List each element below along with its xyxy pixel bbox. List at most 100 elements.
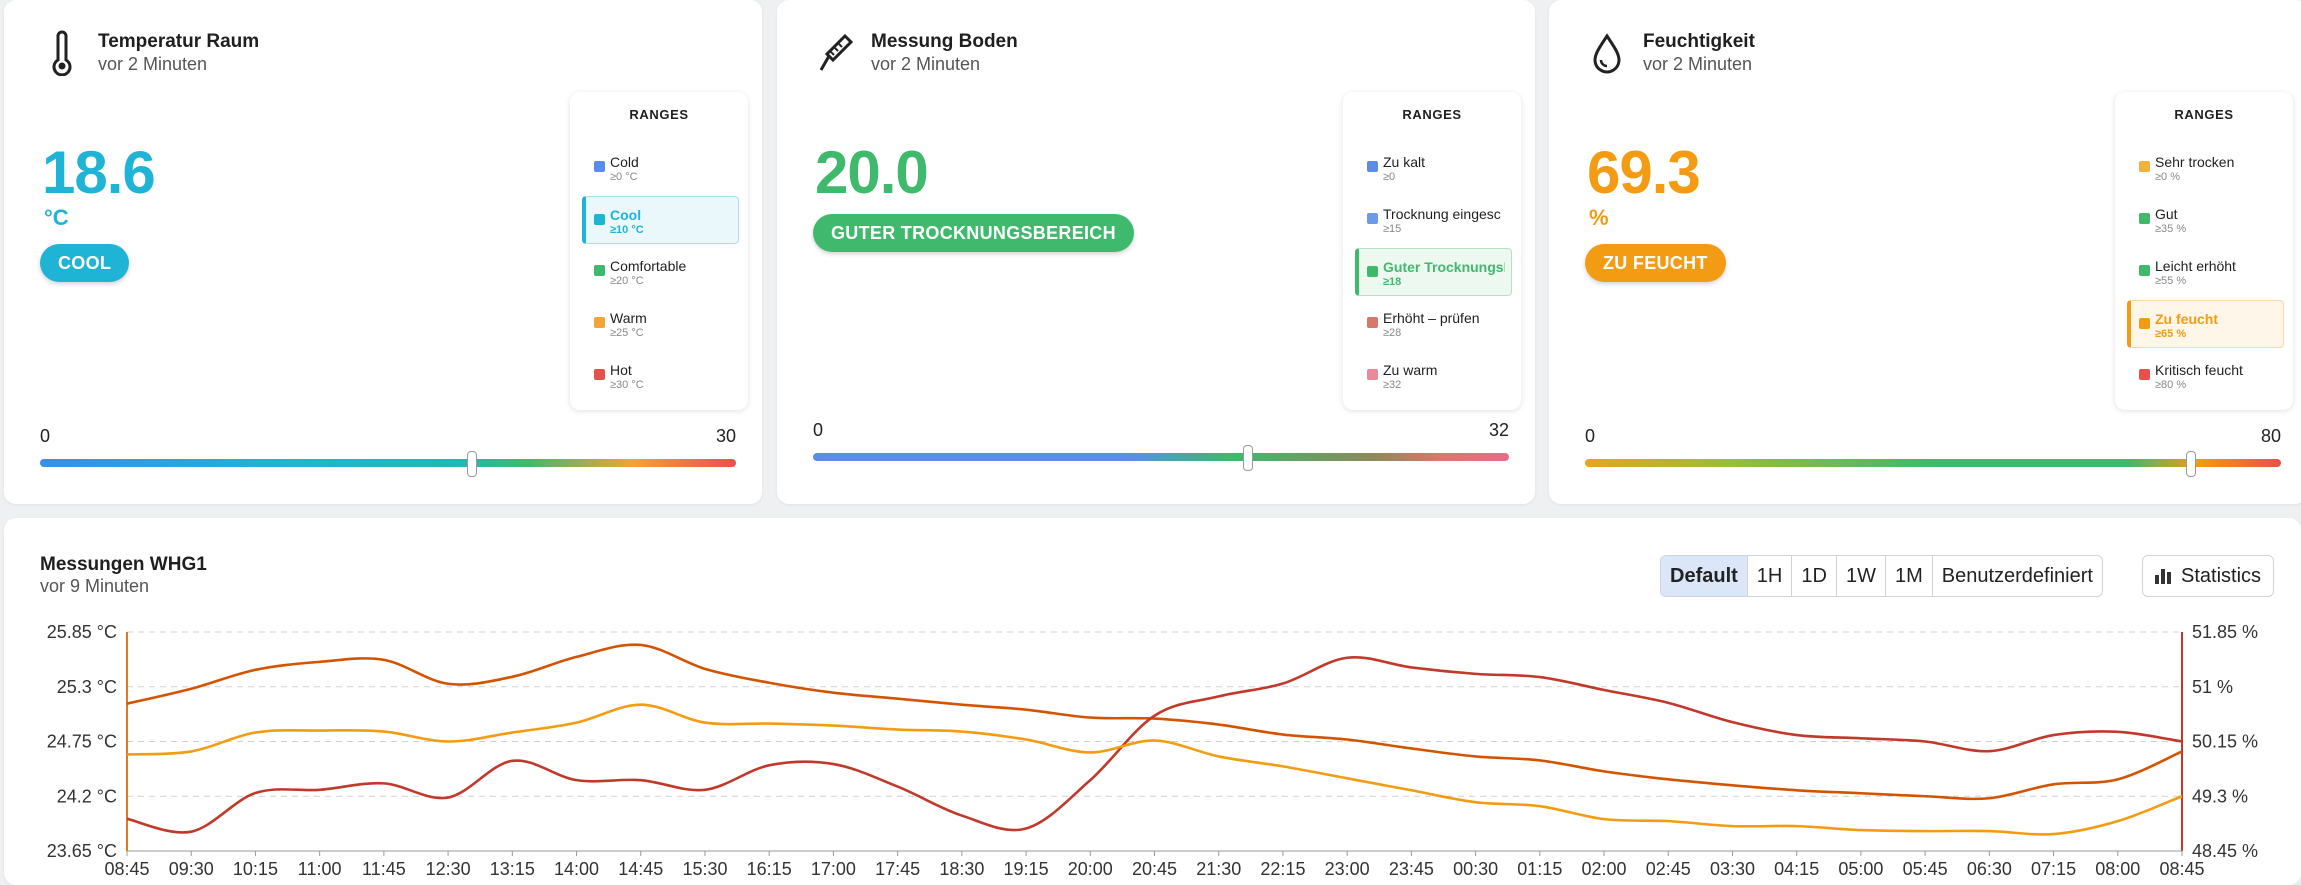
x-tick-label: 02:45: [1646, 859, 1691, 879]
range-item[interactable]: Zu kalt ≥0: [1355, 144, 1507, 190]
range-min: ≥32: [1383, 379, 1402, 391]
gauge-bar: [1585, 459, 2281, 467]
range-label: Comfortable: [610, 258, 687, 274]
range-item[interactable]: Cool ≥10 °C: [582, 196, 739, 244]
range-label: Cold: [610, 154, 639, 170]
ranges-title: RANGES: [2174, 107, 2234, 122]
range-min: ≥10 °C: [610, 224, 644, 236]
range-min: ≥0 %: [2155, 171, 2180, 183]
gauge-bar: [40, 459, 736, 467]
x-tick-label: 11:00: [298, 859, 342, 879]
x-tick-label: 08:45: [104, 859, 149, 879]
state-badge: COOL: [40, 244, 130, 282]
range-item[interactable]: Sehr trocken ≥0 %: [2127, 144, 2279, 190]
scale-max: 80: [2260, 426, 2281, 446]
range-swatch: [594, 369, 605, 380]
ranges-title: RANGES: [1402, 107, 1462, 122]
gauge-marker: [2185, 451, 2196, 477]
range-item[interactable]: Zu feucht ≥65 %: [2127, 300, 2284, 348]
x-tick-label: 08:00: [2095, 859, 2140, 879]
gauge-card-humidity[interactable]: Feuchtigkeit vor 2 Minuten 69.3% ZU FEUCHT R…: [1549, 0, 2301, 504]
x-tick-label: 11:45: [362, 859, 406, 879]
card-subtitle: vor 2 Minuten: [1643, 54, 1753, 74]
chart-subtitle: vor 9 Minuten: [40, 576, 150, 596]
range-button-1m[interactable]: 1M: [1886, 556, 1933, 596]
y-left-tick-label: 23.65 °C: [47, 841, 117, 861]
x-tick-label: 12:30: [426, 859, 471, 879]
x-tick-label: 18:30: [939, 859, 984, 879]
water-drop-icon: [1587, 30, 1627, 76]
range-min: ≥15: [1383, 223, 1402, 235]
range-item[interactable]: Zu warm ≥32: [1355, 352, 1507, 398]
range-label: Hot: [610, 362, 632, 378]
range-item[interactable]: Comfortable ≥20 °C: [582, 248, 734, 294]
sensor-probe-icon: [815, 30, 855, 76]
range-label: Trocknung eingesc: [1383, 206, 1501, 222]
range-swatch: [1367, 161, 1378, 172]
x-tick-label: 13:15: [490, 859, 535, 879]
y-right-tick-label: 50.15 %: [2192, 732, 2258, 752]
scale-min: 0: [1585, 426, 1596, 446]
range-item[interactable]: Warm ≥25 °C: [582, 300, 734, 346]
range-item[interactable]: Erhöht – prüfen ≥28: [1355, 300, 1507, 346]
x-tick-label: 22:15: [1260, 859, 1305, 879]
y-left-tick-label: 24.75 °C: [47, 732, 117, 752]
range-swatch: [2139, 369, 2150, 380]
range-min: ≥28: [1383, 327, 1402, 339]
x-tick-label: 07:15: [2031, 859, 2076, 879]
range-min: ≥35 %: [2155, 223, 2187, 235]
range-label: Sehr trocken: [2155, 154, 2235, 170]
range-item[interactable]: Hot ≥30 °C: [582, 352, 734, 398]
range-label: Leicht erhöht: [2155, 258, 2236, 274]
range-button-benutzerdefiniert[interactable]: Benutzerdefiniert: [1941, 565, 2093, 587]
value-unit: %: [1589, 205, 1609, 230]
card-header: Temperatur Raum vor 2 Minuten: [42, 30, 259, 77]
state-badge: GUTER TROCKNUNGSBEREICH: [813, 214, 1134, 252]
range-label: Zu kalt: [1383, 154, 1426, 170]
statistics-button[interactable]: Statistics: [2142, 555, 2275, 597]
x-tick-label: 02:00: [1582, 859, 1627, 879]
range-label: Kritisch feucht: [2155, 362, 2243, 378]
y-left-tick-label: 24.2 °C: [57, 786, 117, 806]
range-item[interactable]: Trocknung eingesc ≥15: [1355, 196, 1507, 242]
range-swatch: [2139, 318, 2150, 329]
range-swatch: [1367, 266, 1378, 277]
range-min: ≥80 %: [2155, 379, 2187, 391]
gauge-marker: [1243, 445, 1253, 471]
range-swatch: [594, 265, 605, 276]
range-swatch: [1367, 213, 1378, 224]
range-min: ≥55 %: [2155, 275, 2187, 287]
range-button-1d[interactable]: 1D: [1792, 556, 1837, 596]
gauge-card-temperature[interactable]: Temperatur Raum vor 2 Minuten 18.6 °C COOL RA…: [4, 0, 762, 504]
range-item[interactable]: Gut ≥35 %: [2127, 196, 2279, 242]
range-button-1w[interactable]: 1W: [1837, 556, 1886, 596]
ranges-panel: RANGES Zu kalt ≥0 Trocknung eingesc ≥15 Guter…: [1343, 92, 1521, 410]
range-button-default[interactable]: Default: [1661, 556, 1748, 596]
range-label: Cool: [610, 207, 642, 223]
gauge-bar: [813, 453, 1509, 461]
range-label: Erhöht – prüfen: [1383, 310, 1480, 326]
chart-title: Messungen WHG1: [40, 554, 207, 575]
current-value: 69.3: [1587, 139, 1701, 206]
ranges-panel: RANGES Cold ≥0 °C Cool ≥10 °C Comfortable ≥20 …: [570, 92, 748, 410]
range-item[interactable]: Leicht erhöht ≥55 %: [2127, 248, 2279, 294]
series-line-2: [126, 656, 2183, 834]
y-right-tick-label: 48.45 %: [2192, 841, 2258, 861]
x-tick-label: 00:30: [1453, 859, 1498, 879]
series-line-1: [126, 643, 2183, 801]
range-button-1h[interactable]: 1H: [1748, 556, 1793, 596]
y-right-tick-label: 51 %: [2192, 677, 2233, 697]
card-title: Feuchtigkeit: [1643, 31, 1755, 52]
range-item[interactable]: Kritisch feucht ≥80 %: [2127, 352, 2279, 398]
gauge-marker: [466, 451, 477, 477]
y-right-tick-label: 49.3 %: [2192, 786, 2248, 806]
x-tick-label: 01:15: [1517, 859, 1562, 879]
x-tick-label: 20:00: [1068, 859, 1113, 879]
range-min: ≥65 %: [2155, 328, 2187, 340]
gauge-card-soil[interactable]: Messung Boden vor 2 Minuten 20.0 GUTER TROC…: [777, 0, 1535, 504]
scale-max: 30: [715, 426, 736, 446]
range-item[interactable]: Cold ≥0 °C: [582, 144, 734, 190]
range-item[interactable]: Guter Trocknungsb ≥18: [1355, 248, 1512, 296]
current-value: 18.6: [42, 139, 156, 206]
range-label: Gut: [2155, 206, 2178, 222]
